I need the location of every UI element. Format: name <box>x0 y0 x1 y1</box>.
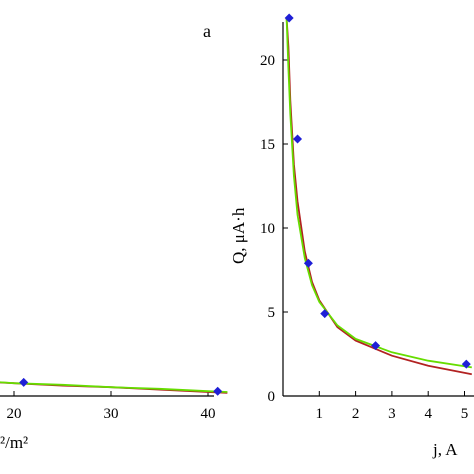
right-data-point <box>461 359 471 369</box>
right-panel: a 0 5 10 15 20 1 2 3 4 5 Q, μA·h j, A <box>203 13 474 459</box>
left-x-tick-label: 30 <box>104 406 119 422</box>
right-y-tick-label: 0 <box>268 389 276 405</box>
right-y-tick-label: 5 <box>268 305 276 321</box>
right-curves <box>285 17 472 376</box>
right-fit-curve-2 <box>285 17 472 369</box>
left-points <box>19 377 223 396</box>
left-panel: 20 30 40 ²/m² <box>0 377 228 452</box>
right-y-tick-label: 15 <box>260 137 275 153</box>
right-points <box>284 13 471 369</box>
right-x-axis-label: j, A <box>432 440 458 459</box>
right-data-point <box>293 134 303 144</box>
left-x-ticks: 20 30 40 <box>7 391 216 422</box>
right-x-tick-label: 1 <box>316 406 324 422</box>
right-data-point <box>303 258 313 268</box>
right-y-tick-label: 20 <box>260 53 275 69</box>
panel-label: a <box>203 21 211 41</box>
right-data-point <box>284 13 294 23</box>
left-x-axis-label: ²/m² <box>0 433 28 452</box>
left-data-point <box>213 386 223 396</box>
right-y-ticks: 0 5 10 15 20 <box>260 53 288 405</box>
left-fit-curve-2 <box>0 381 228 393</box>
right-y-tick-label: 10 <box>260 221 275 237</box>
left-curves <box>0 381 228 394</box>
right-x-tick-label: 4 <box>424 406 432 422</box>
right-data-point <box>371 341 381 351</box>
left-x-tick-label: 40 <box>201 406 216 422</box>
right-data-point <box>320 309 330 319</box>
left-x-tick-label: 20 <box>7 406 22 422</box>
left-data-point <box>19 377 29 387</box>
right-x-tick-label: 5 <box>461 406 469 422</box>
right-y-axis-label: Q, μA·h <box>229 207 248 264</box>
right-x-ticks: 1 2 3 4 5 <box>316 391 469 422</box>
right-x-tick-label: 2 <box>352 406 360 422</box>
right-x-tick-label: 3 <box>388 406 396 422</box>
right-fit-curve-1 <box>285 17 472 376</box>
